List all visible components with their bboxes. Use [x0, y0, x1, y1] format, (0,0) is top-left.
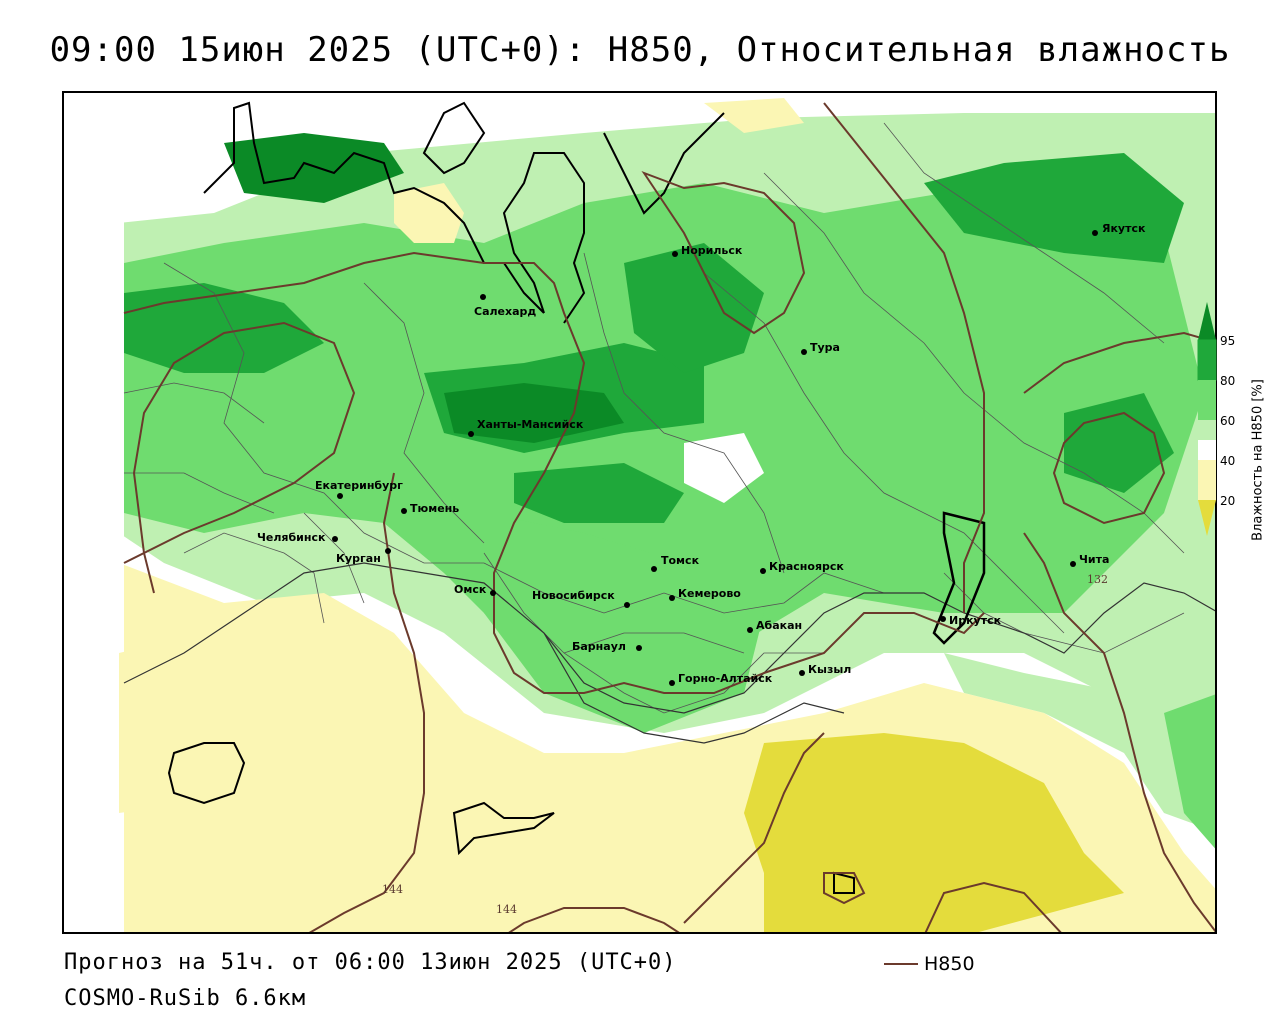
city-irkutsk[interactable]: Иркутск [940, 614, 1002, 627]
h850-legend-label: H850 [924, 953, 975, 975]
city-chelyabinsk[interactable]: Челябинск [257, 531, 338, 544]
region-boundaries [123, 122, 1185, 714]
svg-text:Кемерово: Кемерово [678, 587, 741, 600]
svg-text:Красноярск: Красноярск [769, 560, 844, 573]
city-markers: Якутск Норильск Салехард Тура Ханты-Манс… [257, 222, 1146, 686]
svg-text:Ханты-Мансийск: Ханты-Мансийск [477, 418, 584, 431]
contour-labels: 144 144 132 [382, 573, 1108, 916]
h850-legend-line [884, 963, 918, 965]
svg-text:Челябинск: Челябинск [257, 531, 326, 544]
colorbar-tick: 20 [1220, 494, 1236, 508]
city-tura[interactable]: Тура [801, 341, 840, 355]
city-kurgan[interactable]: Курган [336, 548, 391, 565]
svg-text:Чита: Чита [1079, 553, 1109, 566]
svg-text:Екатеринбург: Екатеринбург [315, 479, 403, 492]
city-novosibirsk[interactable]: Новосибирск [532, 589, 630, 608]
country-border [123, 562, 1215, 744]
svg-text:Иркутск: Иркутск [949, 614, 1002, 627]
svg-text:Горно-Алтайск: Горно-Алтайск [678, 672, 773, 685]
svg-text:Тюмень: Тюмень [410, 502, 459, 515]
city-tyumen[interactable]: Тюмень [401, 502, 459, 515]
city-kemerovo[interactable]: Кемерово [669, 587, 741, 601]
colorbar-tick: 40 [1220, 454, 1236, 468]
contour-label: 132 [1087, 573, 1108, 586]
city-omsk[interactable]: Омск [454, 583, 496, 596]
city-salekhard[interactable]: Салехард [474, 294, 536, 318]
h850-contours [123, 102, 1215, 932]
colorbar-cap-low [1198, 500, 1216, 536]
map-title: 09:00 15июн 2025 (UTC+0): H850, Относите… [49, 30, 1231, 70]
colorbar-band-20-40 [1198, 460, 1216, 500]
city-norilsk[interactable]: Норильск [672, 244, 743, 257]
humidity-fill-layer [64, 93, 1215, 932]
city-ekaterinburg[interactable]: Екатеринбург [315, 479, 403, 499]
model-info: COSMO-RuSib 6.6км [64, 986, 307, 1011]
colorbar-band-80-95 [1197, 339, 1217, 381]
city-kyzyl[interactable]: Кызыл [799, 663, 851, 676]
colorbar-band-50-60 [1198, 420, 1216, 440]
city-chita[interactable]: Чита [1070, 553, 1109, 567]
colorbar-cap-high [1198, 302, 1216, 340]
svg-text:Томск: Томск [661, 554, 700, 567]
contour-label: 144 [496, 903, 517, 916]
colorbar-tick: 60 [1220, 414, 1236, 428]
city-khanty-mansiysk[interactable]: Ханты-Мансийск [468, 418, 584, 437]
humidity-colorbar [1197, 302, 1217, 536]
map-area[interactable]: 144 144 132 Якутск Норильск Салехард Тур… [62, 91, 1217, 934]
contour-label: 144 [382, 883, 403, 896]
svg-text:Новосибирск: Новосибирск [532, 589, 615, 602]
colorbar-tick: 95 [1220, 334, 1236, 348]
city-abakan[interactable]: Абакан [747, 619, 802, 633]
svg-text:Курган: Курган [336, 552, 381, 565]
forecast-info: Прогноз на 51ч. от 06:00 13июн 2025 (UTC… [64, 950, 677, 975]
svg-text:Тура: Тура [810, 341, 840, 354]
colorbar-band-40-50 [1198, 440, 1216, 460]
svg-text:Кызыл: Кызыл [808, 663, 851, 676]
city-krasnoyarsk[interactable]: Красноярск [760, 560, 844, 574]
colorbar-band-60-80 [1198, 380, 1216, 420]
city-gorno-altaysk[interactable]: Горно-Алтайск [669, 672, 773, 686]
colorbar-title: Влажность на H850 [%] [1250, 379, 1266, 541]
svg-text:Якутск: Якутск [1102, 222, 1146, 235]
svg-text:Омск: Омск [454, 583, 487, 596]
svg-text:Салехард: Салехард [474, 305, 536, 318]
city-barnaul[interactable]: Барнаул [572, 640, 642, 653]
svg-text:Абакан: Абакан [756, 619, 802, 632]
colorbar-tick: 80 [1220, 374, 1236, 388]
svg-text:Норильск: Норильск [681, 244, 743, 257]
humidity-map: 144 144 132 Якутск Норильск Салехард Тур… [64, 93, 1215, 932]
city-yakutsk[interactable]: Якутск [1092, 222, 1146, 236]
city-tomsk[interactable]: Томск [651, 554, 700, 572]
svg-text:Барнаул: Барнаул [572, 640, 626, 653]
